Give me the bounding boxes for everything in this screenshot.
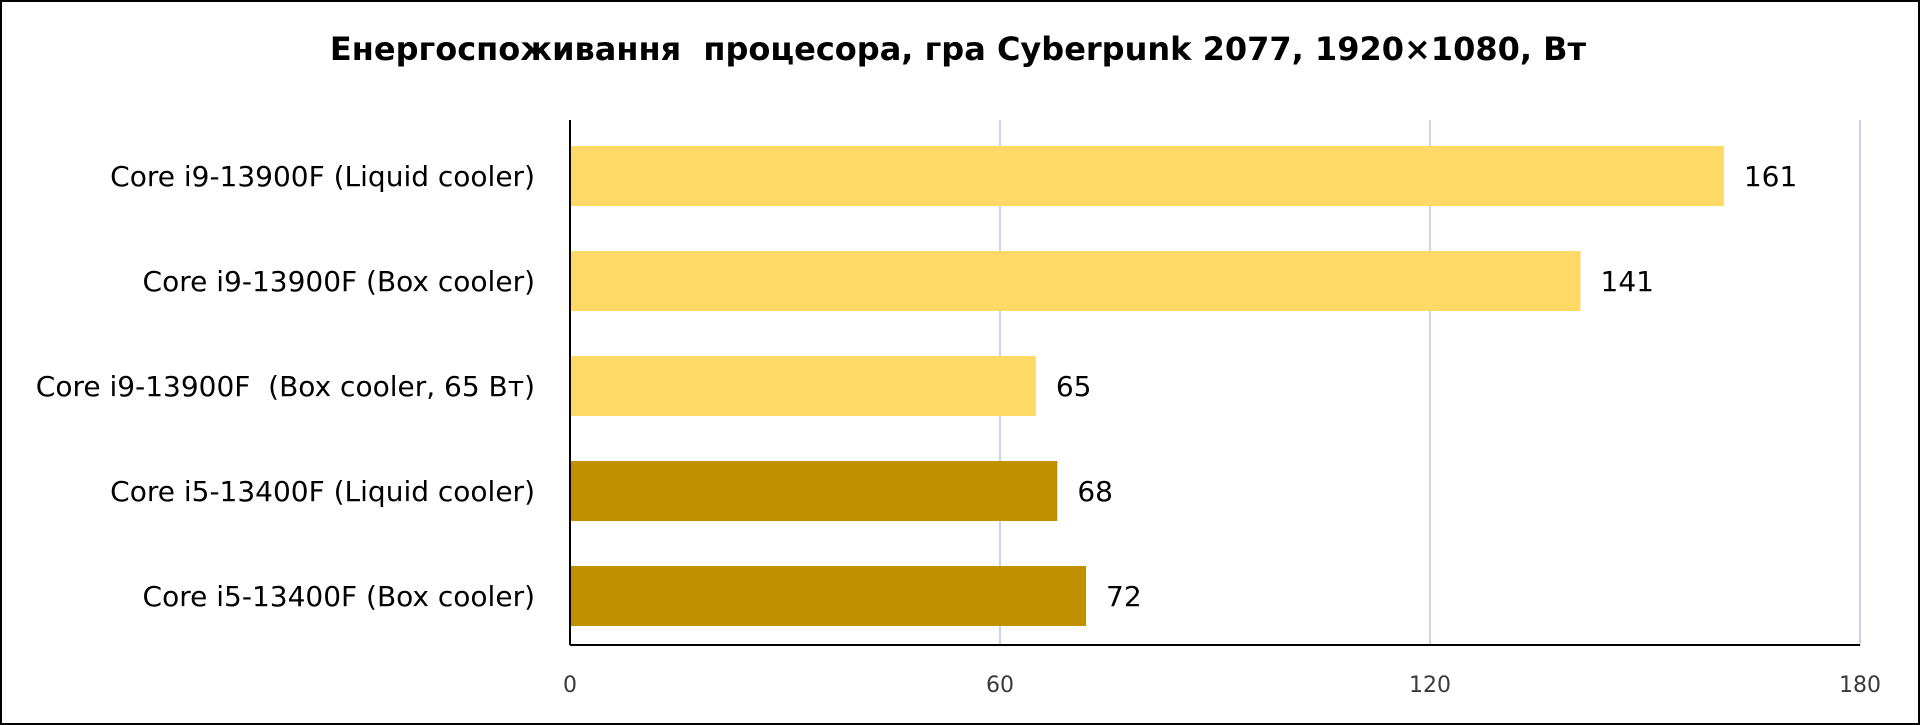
category-label-5: Core i5-13400F (Box cooler)	[143, 580, 535, 613]
category-labels: Core i9-13900F (Liquid cooler) Core i9-13…	[36, 160, 535, 613]
value-label-2: 141	[1601, 265, 1654, 298]
x-tick-label-120: 120	[1409, 673, 1451, 698]
x-tick-label-60: 60	[986, 673, 1014, 698]
value-label-1: 161	[1744, 160, 1797, 193]
value-label-4: 68	[1077, 475, 1113, 508]
category-label-2: Core i9-13900F (Box cooler)	[143, 265, 535, 298]
bar-3	[570, 356, 1036, 416]
category-label-1: Core i9-13900F (Liquid cooler)	[110, 160, 535, 193]
value-labels: 161 141 65 68 72	[1056, 160, 1797, 613]
category-label-3: Core i9-13900F (Box cooler, 65 Вт)	[36, 370, 535, 403]
value-label-5: 72	[1106, 580, 1142, 613]
bar-2	[570, 251, 1581, 311]
bar-5	[570, 566, 1086, 626]
value-label-3: 65	[1056, 370, 1092, 403]
bars	[570, 146, 1724, 626]
chart-title: Енергоспоживання процесора, гра Cyberpun…	[329, 30, 1587, 68]
x-tick-label-180: 180	[1839, 673, 1881, 698]
x-tick-label-0: 0	[563, 673, 577, 698]
bar-1	[570, 146, 1724, 206]
bar-4	[570, 461, 1058, 521]
tick-labels: 0 60 120 180	[563, 673, 1881, 698]
category-label-4: Core i5-13400F (Liquid cooler)	[110, 475, 535, 508]
axis	[569, 120, 1860, 646]
